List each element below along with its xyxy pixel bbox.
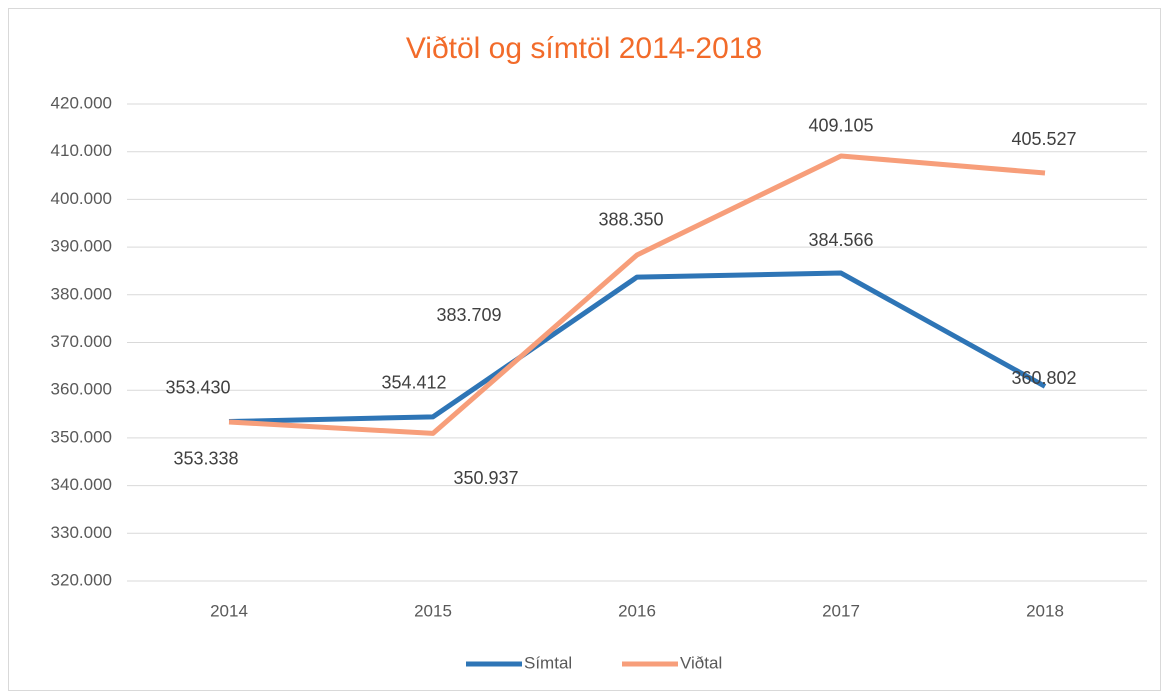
y-tick-label: 420.000 [51,93,112,112]
data-label: 354.412 [381,373,446,393]
chart-border [8,8,1161,691]
y-tick-label: 330.000 [51,523,112,542]
data-label: 360.802 [1011,368,1076,388]
y-tick-label: 370.000 [51,332,112,351]
data-label: 383.709 [436,305,501,325]
data-label: 350.937 [453,468,518,488]
y-tick-label: 320.000 [51,570,112,589]
data-label: 353.338 [173,449,238,469]
series-line [228,153,1046,436]
x-tick-label: 2016 [618,601,656,620]
data-label: 384.566 [808,230,873,250]
y-tick-label: 400.000 [51,189,112,208]
y-tick-label: 360.000 [51,380,112,399]
data-label: 405.527 [1011,129,1076,149]
chart-title: Viðtöl og símtöl 2014-2018 [406,32,762,65]
x-tick-label: 2017 [822,601,860,620]
x-tick-label: 2014 [210,601,248,620]
x-tick-label: 2018 [1026,601,1064,620]
data-label: 388.350 [598,210,663,230]
y-tick-label: 340.000 [51,475,112,494]
series-line [228,270,1047,425]
y-tick-label: 350.000 [51,427,112,446]
x-tick-label: 2015 [414,601,452,620]
y-tick-label: 390.000 [51,237,112,256]
data-label: 353.430 [165,377,230,397]
data-label: 409.105 [808,116,873,136]
legend-label: Viðtal [680,653,722,672]
legend-label: Símtal [524,653,572,672]
y-tick-label: 380.000 [51,284,112,303]
y-tick-label: 410.000 [51,141,112,160]
